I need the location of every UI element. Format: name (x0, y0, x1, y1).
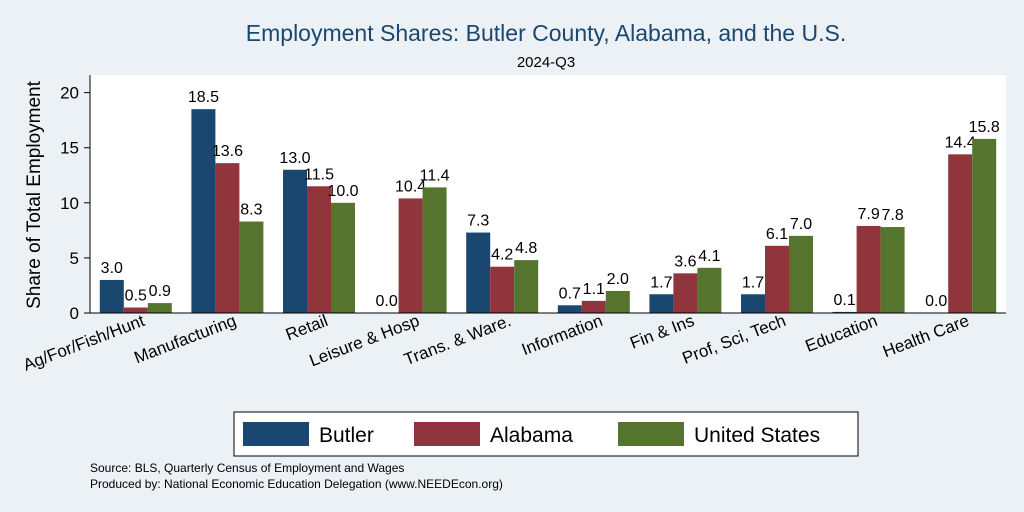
y-tick-label: 10 (60, 194, 79, 213)
data-label-butler-trans-ware: 7.3 (467, 213, 489, 230)
legend-swatch-butler (243, 422, 309, 446)
data-label-butler-health-care: 0.0 (925, 293, 947, 310)
legend-swatch-alabama (414, 422, 480, 446)
data-label-alabama-retail: 11.5 (304, 166, 334, 183)
bar-alabama-ag-for-fish-hunt (123, 307, 148, 313)
bar-butler-education (832, 311, 857, 313)
category-label-manufacturing: Manufacturing (131, 311, 238, 367)
category-label-retail: Retail (283, 311, 330, 344)
data-label-alabama-prof-sci-tech: 6.1 (766, 226, 788, 243)
category-label-information: Information (519, 311, 605, 359)
data-label-butler-ag-for-fish-hunt: 3.0 (101, 260, 123, 277)
data-label-alabama-manufacturing: 13.6 (212, 143, 243, 160)
bar-united-states-health-care (972, 138, 997, 313)
bar-united-states-ag-for-fish-hunt (147, 303, 172, 313)
data-label-butler-education: 0.1 (833, 292, 855, 309)
bar-butler-ag-for-fish-hunt (99, 279, 124, 313)
y-axis-label: Share of Total Employment (24, 80, 45, 308)
data-label-butler-leisure-hosp: 0.0 (375, 293, 397, 310)
data-label-united-states-trans-ware: 4.8 (515, 240, 537, 257)
bar-united-states-fin-ins (697, 267, 722, 313)
data-label-united-states-health-care: 15.8 (969, 119, 1000, 136)
bar-alabama-leisure-hosp (398, 198, 423, 313)
bar-united-states-retail (331, 202, 355, 313)
bar-butler-prof-sci-tech (741, 294, 765, 313)
bar-butler-information (557, 305, 582, 313)
data-label-united-states-manufacturing: 8.3 (240, 202, 262, 219)
bar-united-states-trans-ware (514, 260, 539, 313)
bar-butler-fin-ins (649, 294, 674, 313)
bar-butler-manufacturing (191, 109, 216, 313)
data-label-alabama-health-care: 14.4 (945, 134, 976, 151)
data-label-alabama-leisure-hosp: 10.4 (395, 178, 426, 195)
y-tick-label: 5 (70, 249, 79, 268)
data-label-butler-fin-ins: 1.7 (650, 274, 672, 291)
category-label-education: Education (803, 311, 880, 356)
bar-alabama-trans-ware (490, 266, 515, 313)
legend-label-alabama: Alabama (490, 424, 573, 447)
data-label-butler-manufacturing: 18.5 (188, 89, 219, 106)
bar-alabama-information (581, 300, 606, 313)
bar-united-states-leisure-hosp (422, 187, 447, 313)
y-tick-label: 20 (60, 84, 79, 103)
data-label-alabama-ag-for-fish-hunt: 0.5 (125, 287, 147, 304)
data-label-alabama-fin-ins: 3.6 (674, 253, 696, 270)
bar-united-states-prof-sci-tech (789, 235, 813, 313)
source-note: Source: BLS, Quarterly Census of Employm… (90, 461, 404, 475)
bar-united-states-information (605, 290, 630, 313)
bar-united-states-education (880, 227, 905, 313)
data-label-united-states-fin-ins: 4.1 (698, 248, 720, 265)
bar-butler-retail (283, 169, 307, 313)
data-label-united-states-prof-sci-tech: 7.0 (790, 216, 812, 233)
data-label-alabama-trans-ware: 4.2 (491, 247, 513, 264)
bar-alabama-education (856, 225, 881, 313)
producer-note: Produced by: National Economic Education… (90, 477, 503, 491)
bar-alabama-health-care (948, 154, 973, 313)
bar-alabama-retail (307, 186, 331, 313)
legend-label-united-states: United States (694, 424, 820, 447)
data-label-butler-information: 0.7 (559, 285, 581, 302)
chart-title: Employment Shares: Butler County, Alabam… (246, 20, 846, 46)
bar-alabama-fin-ins (673, 273, 698, 313)
bar-alabama-prof-sci-tech (765, 245, 789, 313)
y-tick-label: 15 (60, 139, 79, 158)
data-label-alabama-education: 7.9 (857, 206, 879, 223)
bar-alabama-manufacturing (215, 163, 240, 313)
data-label-alabama-information: 1.1 (583, 281, 605, 298)
legend-swatch-united-states (618, 422, 684, 446)
data-label-united-states-ag-for-fish-hunt: 0.9 (149, 283, 171, 300)
chart-subtitle: 2024-Q3 (517, 54, 575, 71)
data-label-butler-retail: 13.0 (279, 150, 310, 167)
bar-butler-trans-ware (466, 232, 491, 313)
category-label-prof-sci-tech: Prof, Sci, Tech (680, 311, 789, 368)
y-tick-label: 0 (70, 304, 79, 323)
legend-label-butler: Butler (319, 424, 374, 447)
data-label-united-states-leisure-hosp: 11.4 (420, 167, 450, 184)
category-label-ag-for-fish-hunt: Ag/For/Fish/Hunt (20, 311, 147, 375)
legend: Butler Alabama United States (233, 411, 859, 457)
category-label-health-care: Health Care (880, 311, 972, 361)
data-label-united-states-retail: 10.0 (327, 183, 358, 200)
data-label-united-states-information: 2.0 (607, 271, 629, 288)
legend-box (233, 411, 859, 457)
bar-united-states-manufacturing (239, 221, 264, 313)
data-label-butler-prof-sci-tech: 1.7 (742, 274, 764, 291)
plot-area: 0 5 10 15 20 3.00.5 0.9Ag/For/Fish/Hunt 18.5 13.… (20, 75, 1006, 375)
data-label-united-states-education: 7.8 (881, 207, 903, 224)
